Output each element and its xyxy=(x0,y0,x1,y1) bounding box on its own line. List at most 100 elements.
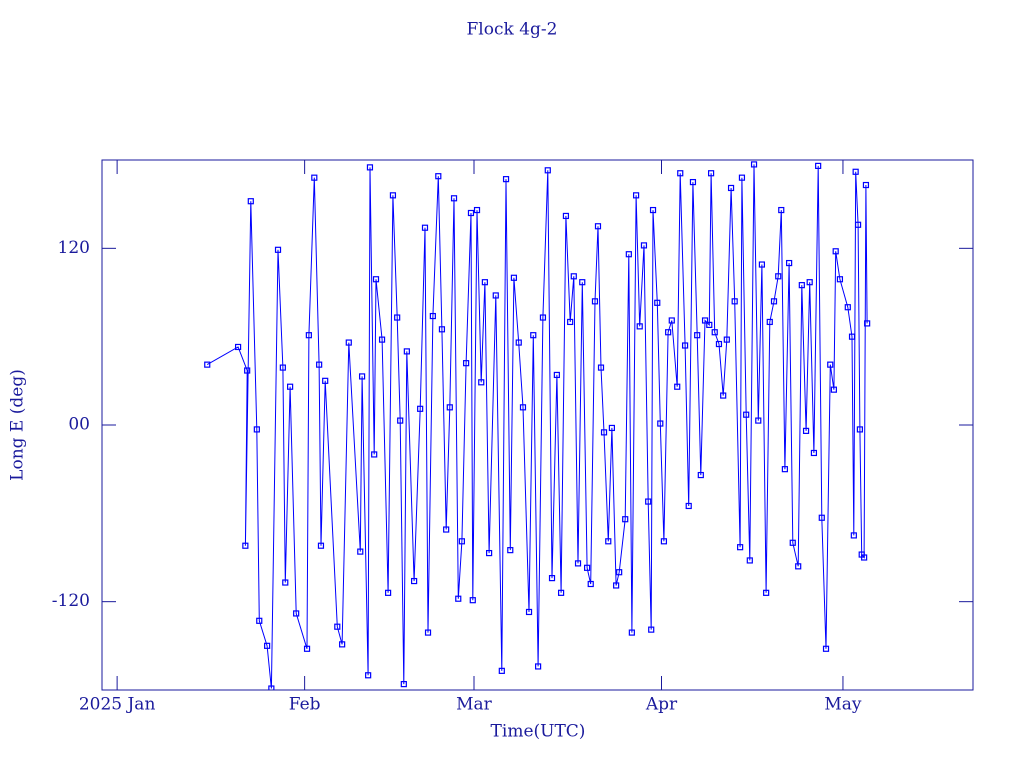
chart-title: Flock 4g-2 xyxy=(467,20,558,40)
data-point xyxy=(706,321,713,328)
data-point xyxy=(822,645,830,652)
data-point xyxy=(486,549,493,557)
data-point xyxy=(864,320,871,327)
data-point xyxy=(570,273,577,280)
x-axis-label: Time(UTC) xyxy=(491,722,586,742)
data-point xyxy=(775,273,782,280)
data-point xyxy=(322,377,329,384)
data-point xyxy=(628,629,635,636)
data-point xyxy=(510,274,518,281)
data-point xyxy=(591,298,599,305)
data-point xyxy=(720,392,727,399)
data-point xyxy=(244,367,251,374)
data-point xyxy=(339,641,346,648)
data-point xyxy=(697,471,704,479)
data-point xyxy=(746,557,753,564)
data-point xyxy=(311,174,318,181)
data-point xyxy=(358,373,366,380)
data-point xyxy=(429,312,436,320)
data-point xyxy=(458,538,465,545)
data-point xyxy=(795,563,802,570)
data-point xyxy=(557,589,565,596)
data-point xyxy=(397,417,404,424)
data-point xyxy=(743,411,750,418)
data-point xyxy=(305,332,312,339)
data-point xyxy=(861,554,868,561)
data-point xyxy=(830,386,837,393)
data-point xyxy=(316,361,323,368)
data-point xyxy=(435,173,442,180)
data-point xyxy=(400,681,407,688)
data-point xyxy=(613,582,620,589)
data-point xyxy=(707,170,715,177)
data-point xyxy=(786,259,793,267)
data-point xyxy=(317,542,325,549)
data-point xyxy=(282,579,289,586)
data-point xyxy=(852,168,859,175)
data-point xyxy=(553,371,560,379)
x-tick-label: Feb xyxy=(289,695,321,715)
data-point xyxy=(403,348,410,355)
data-point xyxy=(366,164,374,171)
data-point xyxy=(622,516,629,523)
data-point xyxy=(530,332,537,339)
data-point xyxy=(818,514,825,521)
data-point xyxy=(421,224,429,231)
data-point xyxy=(649,206,657,214)
data-point xyxy=(625,251,632,258)
data-point xyxy=(242,542,249,549)
data-point xyxy=(515,339,522,346)
data-point xyxy=(685,502,692,510)
data-point xyxy=(660,538,668,545)
data-point xyxy=(815,162,822,169)
data-point xyxy=(498,667,505,674)
data-point xyxy=(689,178,697,186)
data-point xyxy=(268,685,275,690)
y-axis-label: Long E (deg) xyxy=(8,369,28,481)
x-tick-label: 2025 Jan xyxy=(79,695,156,715)
data-point xyxy=(507,547,514,554)
data-point xyxy=(293,610,300,617)
data-point xyxy=(850,532,857,539)
data-point xyxy=(417,405,424,412)
data-point xyxy=(256,617,263,624)
data-point xyxy=(798,282,805,289)
data-point xyxy=(438,326,446,333)
data-point xyxy=(665,329,672,336)
data-point xyxy=(463,360,470,367)
data-point xyxy=(766,318,773,326)
data-point xyxy=(473,206,481,214)
data-point xyxy=(723,336,730,343)
data-point xyxy=(597,364,605,371)
data-point xyxy=(694,332,701,339)
data-point xyxy=(274,246,282,253)
data-point xyxy=(583,564,591,571)
data-point xyxy=(668,317,675,324)
data-point xyxy=(334,623,341,630)
y-tick-label: -120 xyxy=(52,591,90,611)
data-point xyxy=(548,575,556,582)
data-point xyxy=(253,426,260,433)
data-point xyxy=(781,466,788,473)
data-point xyxy=(384,589,392,596)
data-point xyxy=(525,608,533,616)
data-point xyxy=(467,209,475,217)
data-point xyxy=(469,597,476,604)
data-point xyxy=(608,424,615,432)
data-point xyxy=(648,626,655,633)
data-point xyxy=(389,192,397,199)
data-point xyxy=(738,174,746,181)
x-tick-label: Apr xyxy=(645,695,678,715)
data-point xyxy=(279,364,286,371)
data-point xyxy=(600,429,608,436)
data-point xyxy=(640,242,648,249)
data-point xyxy=(303,645,311,652)
data-point xyxy=(854,221,862,228)
data-point xyxy=(567,318,574,326)
data-point xyxy=(616,569,623,576)
data-point xyxy=(789,539,796,546)
data-point xyxy=(365,672,372,679)
data-point xyxy=(587,580,594,588)
data-point xyxy=(836,276,844,283)
data-point xyxy=(677,170,684,177)
